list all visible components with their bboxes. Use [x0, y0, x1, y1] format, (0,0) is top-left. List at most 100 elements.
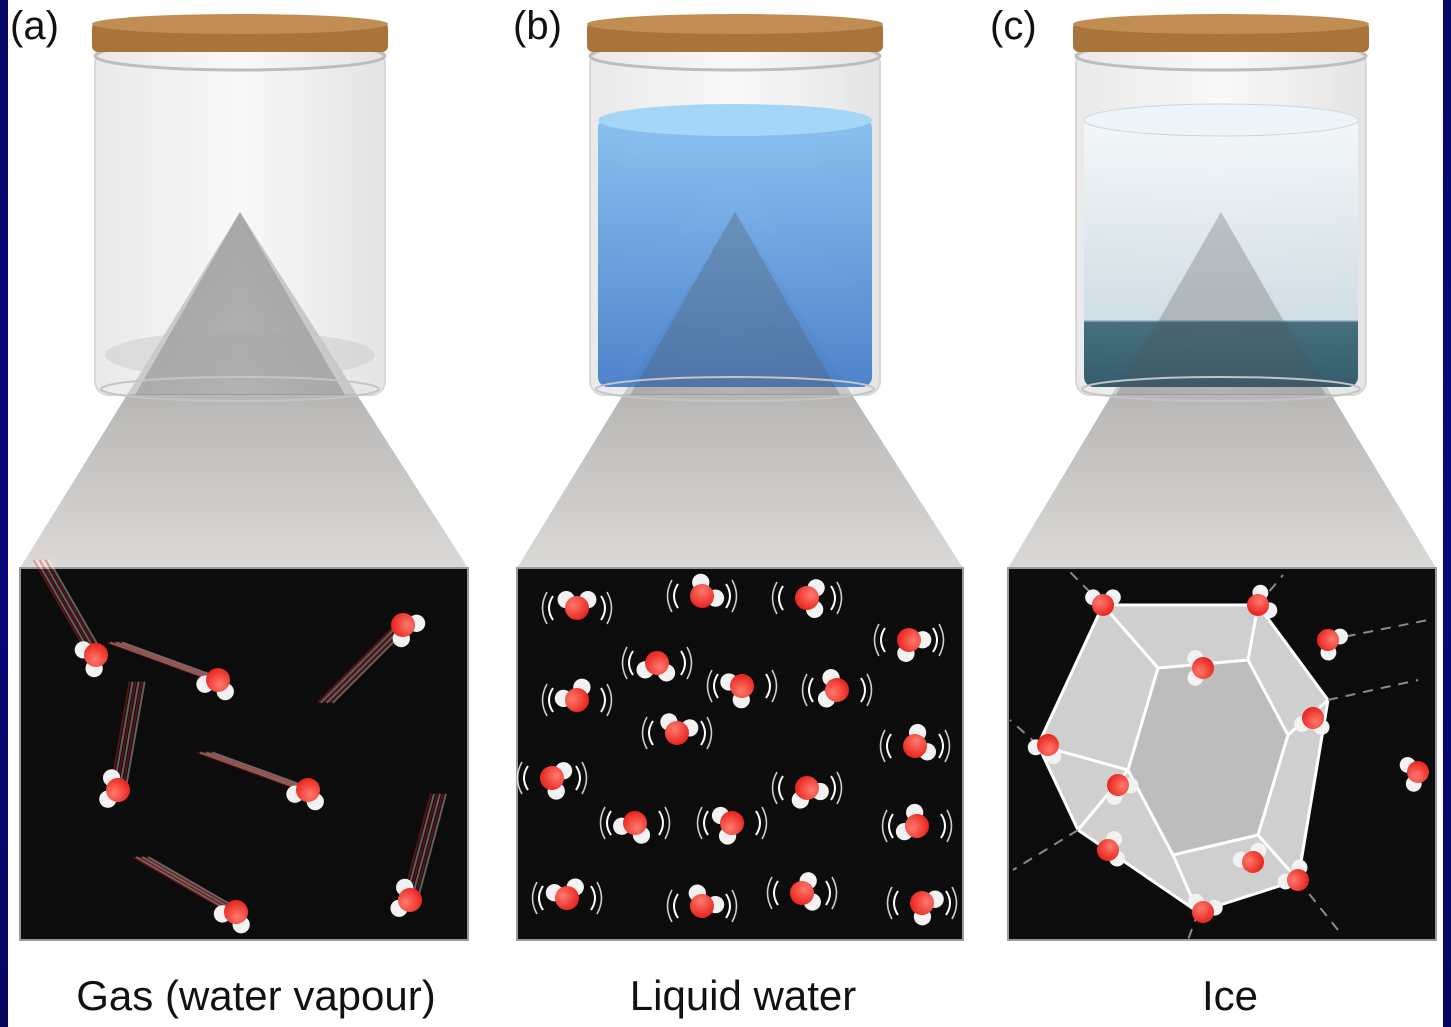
water-molecule-icon [1097, 831, 1126, 867]
vibration-arc [599, 806, 671, 840]
molecular-view-inset [516, 567, 964, 941]
vibration-arc [673, 893, 731, 919]
vibration-arc [673, 583, 731, 609]
vibration-arc [893, 890, 951, 916]
vibration-arc [703, 810, 761, 836]
ice-surface [1083, 103, 1359, 137]
water-molecule-icon [1247, 584, 1278, 619]
gas-molecules [32, 559, 447, 934]
panel-label-b: (b) [513, 4, 562, 48]
water-molecule-icon [1232, 842, 1267, 873]
vibration-arc [621, 646, 693, 680]
jar-base [105, 331, 375, 379]
water-molecule-icon [1399, 757, 1429, 792]
water-molecule-icon [790, 872, 821, 911]
caption-gas: Gas (water vapour) [76, 972, 436, 1019]
motion-streak [317, 624, 397, 704]
vibration-arc [666, 889, 738, 923]
water-molecule-icon [545, 878, 584, 910]
water-molecule-icon [196, 668, 234, 701]
vibration-arc [771, 771, 843, 805]
water-molecule-icon [903, 723, 937, 761]
motion-streak [135, 856, 232, 913]
motion-streak [320, 624, 400, 704]
panel-label-a: (a) [10, 4, 59, 48]
motion-streak [124, 681, 146, 791]
vibration-arc [771, 581, 843, 615]
jar-bottom [100, 376, 380, 402]
motion-streak [121, 681, 143, 791]
vibration-arc [888, 813, 946, 839]
vibration-arc [706, 669, 778, 703]
motion-streak [416, 793, 447, 901]
motion-streak [47, 559, 105, 656]
vibration-arc [713, 673, 771, 699]
zoom-cone-overlay [1116, 212, 1326, 395]
water-molecule-icon [286, 778, 324, 811]
vibration-arc [886, 886, 958, 920]
vibration-arc [778, 585, 836, 611]
vibration-arc [808, 677, 866, 703]
panel-gas [19, 14, 469, 941]
motion-streak [413, 793, 444, 901]
water-molecule-icon [99, 769, 130, 808]
jar-bottom [595, 376, 875, 402]
motion-streak [44, 559, 102, 656]
motion-streak [323, 624, 403, 704]
water-molecule-icon [613, 811, 651, 844]
vibration-arc [523, 765, 581, 791]
vibration-arc [773, 880, 831, 906]
panel-label-c: (c) [990, 4, 1037, 48]
motion-streak [41, 559, 99, 656]
vibration-arc [548, 595, 606, 621]
motion-streak [38, 559, 96, 656]
water-molecule-icon [1027, 734, 1062, 765]
caption-liquid: Liquid water [629, 972, 857, 1019]
motion-streak [132, 856, 229, 913]
motion-streak [326, 624, 406, 704]
panel-liquid [516, 14, 964, 941]
motion-streak [109, 641, 214, 681]
vibration-arc [548, 687, 606, 713]
motion-streak [202, 751, 307, 791]
water-molecule-icon [540, 762, 573, 800]
vibration-arc [801, 673, 873, 707]
water-molecule-icon [1085, 589, 1121, 616]
water-molecule-icon [895, 803, 929, 841]
motion-streak [118, 681, 140, 791]
water-molecule-icon [1277, 859, 1309, 891]
vibration-arc [628, 650, 686, 676]
jar-bottom [1081, 376, 1361, 402]
motion-streak [410, 793, 441, 901]
water-molecule-icon [213, 900, 250, 934]
ice-cage-icon [1009, 569, 1429, 941]
motion-streak [32, 559, 90, 656]
motion-streak [115, 681, 137, 791]
vibration-arc [880, 627, 938, 653]
water-molecule-icon [554, 678, 591, 712]
vibration-arc [606, 810, 664, 836]
water-molecule-icon [636, 651, 676, 682]
motion-streak [35, 559, 93, 656]
vibration-arc [766, 876, 838, 910]
water-molecule-icon [557, 590, 597, 620]
vibration-arc [541, 683, 613, 717]
vibration-arc [531, 881, 603, 915]
water-molecule-icon [390, 878, 422, 917]
water-molecule-icon [1188, 893, 1223, 923]
water-molecule-icon [1294, 707, 1330, 736]
cork-lid-top [1073, 14, 1369, 34]
motion-streak [106, 641, 211, 681]
vibration-arc [696, 806, 768, 840]
liquid-water-fill [598, 118, 872, 387]
zoom-cone-overlay [630, 212, 840, 395]
hydrogen-bond [1012, 829, 1079, 871]
vibration-arc [516, 761, 588, 795]
vibration-arc [541, 591, 613, 625]
water-molecule-icon [1106, 774, 1139, 805]
motion-streak [141, 856, 238, 913]
water-molecule-icon [690, 573, 725, 608]
water-molecule-icon [688, 884, 725, 918]
vibration-arc [886, 733, 944, 759]
water-molecule-icon [897, 628, 932, 662]
